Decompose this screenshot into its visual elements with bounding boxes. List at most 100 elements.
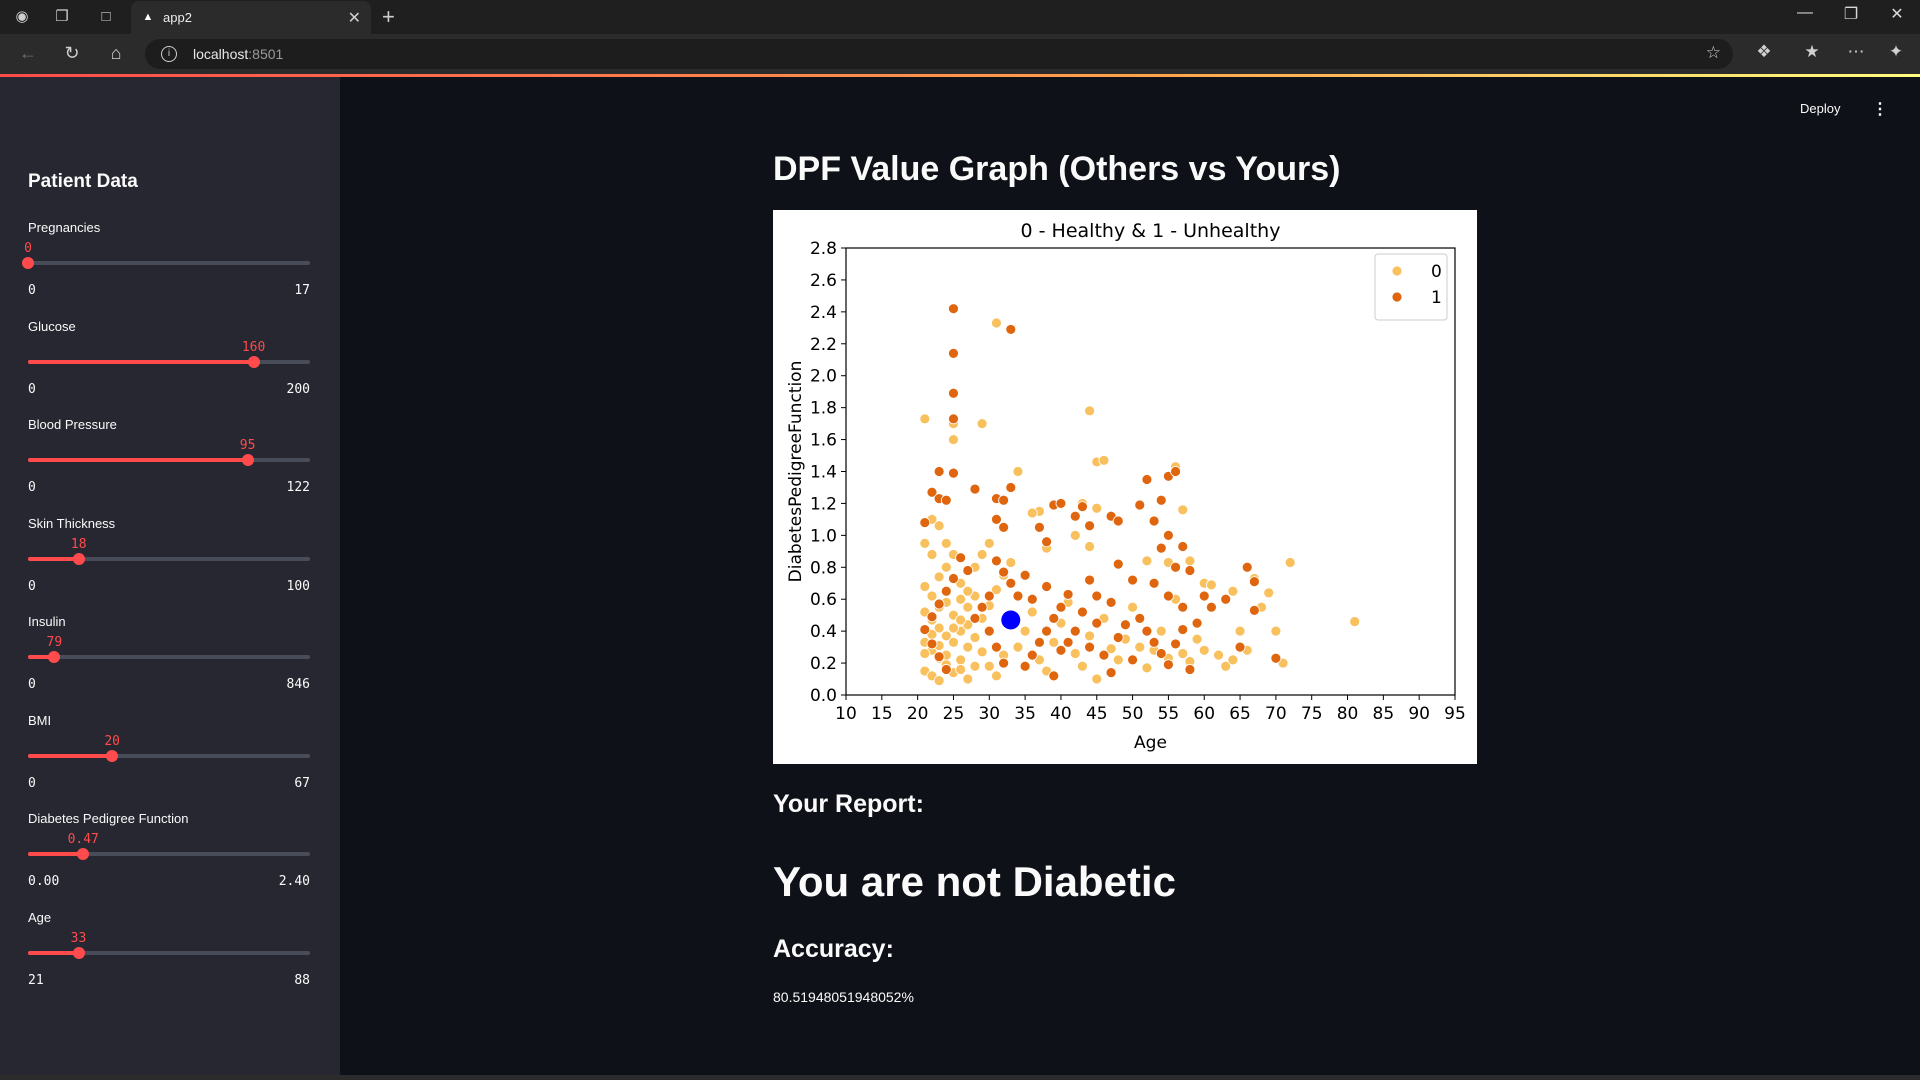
slider-label: Blood Pressure [28,417,117,432]
main-menu-icon[interactable]: ⋮ [1872,101,1888,118]
slider-thumb[interactable] [72,552,85,565]
favorite-star-icon[interactable]: ☆ [1705,43,1721,62]
scatter-point-class-0 [1198,644,1210,656]
scatter-point-class-0 [1012,466,1024,477]
scatter-point-class-1 [991,641,1002,653]
slider-thumb[interactable] [247,355,260,368]
scatter-point-class-0 [1026,507,1038,519]
home-icon[interactable]: ⌂ [110,43,122,63]
window-close-icon[interactable]: ✕ [1890,6,1904,23]
y-tick-label: 2.6 [810,271,837,291]
scatter-point-class-0 [1141,555,1153,567]
scatter-point-class-0 [1084,541,1096,552]
slider-value: 95 [239,438,256,453]
slider-track[interactable] [28,950,310,955]
slider-max: 88 [294,972,310,988]
scatter-point-class-1 [1141,474,1153,485]
scatter-point-class-1 [1163,590,1174,602]
deploy-button[interactable]: Deploy [1800,101,1841,116]
scatter-point-class-0 [976,549,988,560]
scatter-point-class-1 [1191,617,1203,629]
copilot-icon[interactable]: ✦ [1888,42,1904,61]
slider-thumb[interactable] [72,946,85,959]
tab-actions-icon[interactable]: □ [101,8,111,25]
slider-thumb[interactable] [106,749,119,762]
slider-thumb[interactable] [48,651,61,663]
workspaces-icon[interactable]: ❐ [55,8,69,25]
new-tab-icon[interactable]: + [382,4,395,29]
x-tick-label: 30 [978,704,1000,724]
browser-tab-active[interactable]: ▲ app2 ✕ [131,1,371,34]
site-info-icon[interactable]: i [161,46,177,62]
favorites-icon[interactable]: ★ [1804,42,1820,61]
x-tick-label: 45 [1086,704,1108,724]
scatter-point-class-1 [1205,601,1217,613]
more-options-icon[interactable]: ⋯ [1847,42,1865,61]
minimize-icon[interactable]: — [1797,4,1813,21]
scatter-point-class-1 [948,387,959,399]
slider-glucose[interactable]: Glucose 160 0 200 [28,319,310,399]
slider-insulin[interactable]: Insulin 79 0 846 [28,614,310,694]
slider-diabetes-pedigree-function[interactable]: Diabetes Pedigree Function 0.47 0.00 2.40 [28,811,310,891]
scatter-point-class-1 [1077,501,1088,513]
extensions-icon[interactable]: ❖ [1756,42,1772,61]
x-tick-label: 20 [907,704,929,724]
browser-profile-icon[interactable]: ◉ [15,8,29,25]
reload-icon[interactable]: ↻ [64,43,80,63]
scatter-point-class-1 [991,513,1002,525]
slider-track[interactable] [28,852,310,856]
scatter-point-class-0 [955,664,967,675]
scatter-point-class-1 [1084,641,1096,653]
scatter-point-class-1 [1112,515,1124,527]
legend-marker [1391,265,1403,277]
url-port: :8501 [248,46,284,62]
scatter-point-class-1 [1248,604,1260,616]
scatter-point-class-1 [1019,660,1031,672]
x-tick-label: 95 [1444,704,1466,724]
slider-bmi[interactable]: BMI 20 0 67 [28,713,310,793]
back-icon[interactable]: ← [19,43,37,63]
scatter-point-class-1 [926,611,938,623]
scatter-point-class-1 [1134,612,1146,624]
scatter-point-class-0 [969,632,981,643]
slider-blood-pressure[interactable]: Blood Pressure 95 0 122 [28,417,310,497]
scatter-point-class-1 [998,566,1010,578]
scatter-point-class-1 [1069,510,1081,522]
slider-age[interactable]: Age 33 21 88 [28,910,310,990]
scatter-point-class-1 [1055,644,1067,656]
url-host: localhost [193,46,249,62]
scatter-point-class-0 [1084,630,1096,642]
scatter-point-class-1 [976,601,988,613]
slider-thumb[interactable] [241,454,254,466]
slider-pregnancies[interactable]: Pregnancies 0 0 17 [22,220,310,300]
scatter-point-class-1 [1084,574,1096,586]
scatter-point-class-1 [1055,601,1067,613]
report-heading: Your Report: [773,790,924,818]
slider-label: Glucose [28,318,76,334]
scatter-point-class-1 [1163,659,1174,671]
slider-track[interactable] [28,753,310,758]
y-tick-label: 2.0 [810,367,837,387]
scatter-point-class-1 [1041,536,1053,548]
slider-track[interactable] [28,655,310,659]
tab-close-icon[interactable]: ✕ [347,10,361,27]
scatter-point-class-1 [1148,577,1160,589]
scatter-point-class-0 [919,648,931,659]
slider-skin-thickness[interactable]: Skin Thickness 18 0 100 [28,516,310,596]
url-field[interactable]: i localhost:8501 ☆ [145,39,1733,69]
scatter-point-class-0 [940,537,952,549]
x-axis-label: Age [1134,733,1167,753]
x-tick-label: 15 [871,704,893,724]
slider-value: 79 [46,635,63,650]
scatter-point-class-0 [1177,504,1189,516]
scatter-point-class-1 [948,413,959,425]
scatter-point-class-1 [1248,576,1260,588]
scatter-point-class-1 [998,521,1010,533]
slider-track[interactable] [28,556,310,561]
slider-thumb[interactable] [77,848,90,860]
restore-icon[interactable]: ❐ [1843,6,1859,23]
slider-thumb[interactable] [22,257,34,269]
scatter-point-class-0 [1213,649,1224,661]
slider-track[interactable] [28,261,310,265]
scatter-point-class-0 [1091,502,1103,514]
